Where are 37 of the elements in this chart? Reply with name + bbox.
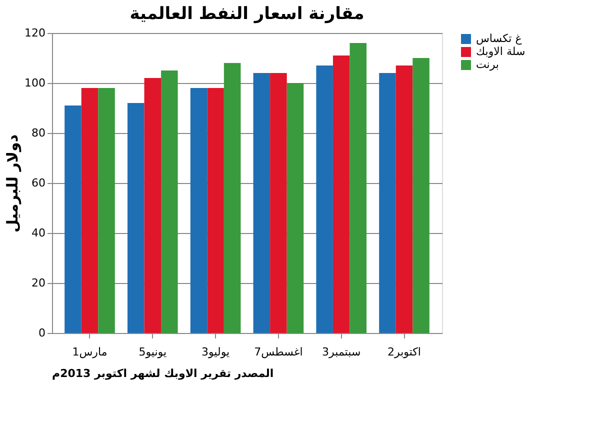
bar <box>286 83 304 333</box>
bar <box>64 106 82 333</box>
bar <box>350 43 367 333</box>
y-tick-label: 60 <box>32 176 46 190</box>
x-tick-label: 3سبتمبر <box>322 346 361 358</box>
bar <box>332 56 350 333</box>
bar <box>127 103 144 333</box>
bar <box>396 66 413 333</box>
bar <box>144 78 162 333</box>
legend-label: سلة الاوبك <box>476 45 526 58</box>
bar <box>207 88 224 333</box>
bar <box>161 70 178 333</box>
x-tick-label: 1مارس <box>72 346 108 358</box>
x-tick-label: 2اكتوبر <box>388 346 421 358</box>
y-tick-label: 100 <box>24 76 46 90</box>
x-tick-label: 7اغسطس <box>254 346 303 358</box>
legend-label: غ تكساس <box>476 32 522 45</box>
y-tick-label: 0 <box>38 326 46 340</box>
y-axis-title: دولار للبرميل <box>4 134 22 233</box>
bar <box>253 73 270 333</box>
x-tick-label: 3يوليو <box>201 346 230 358</box>
chart-title: مقارنة اسعار النفط العالمية <box>130 4 364 24</box>
legend-label: برنت <box>476 58 499 71</box>
bar <box>190 88 208 333</box>
bar <box>379 73 396 333</box>
y-tick-label: 120 <box>24 26 46 40</box>
bar <box>98 88 115 333</box>
bar <box>412 58 430 333</box>
x-tick-label: 5يونيو <box>138 346 167 358</box>
bar <box>316 66 333 333</box>
text: المصدر تقرير الاوبك لشهر اكتوبر 2013م <box>52 367 274 380</box>
bar <box>224 63 241 333</box>
y-tick-label: 80 <box>32 126 46 140</box>
y-tick-label: 20 <box>32 276 46 290</box>
y-tick-label: 40 <box>32 226 46 240</box>
bar <box>81 88 98 333</box>
bar <box>270 73 287 333</box>
